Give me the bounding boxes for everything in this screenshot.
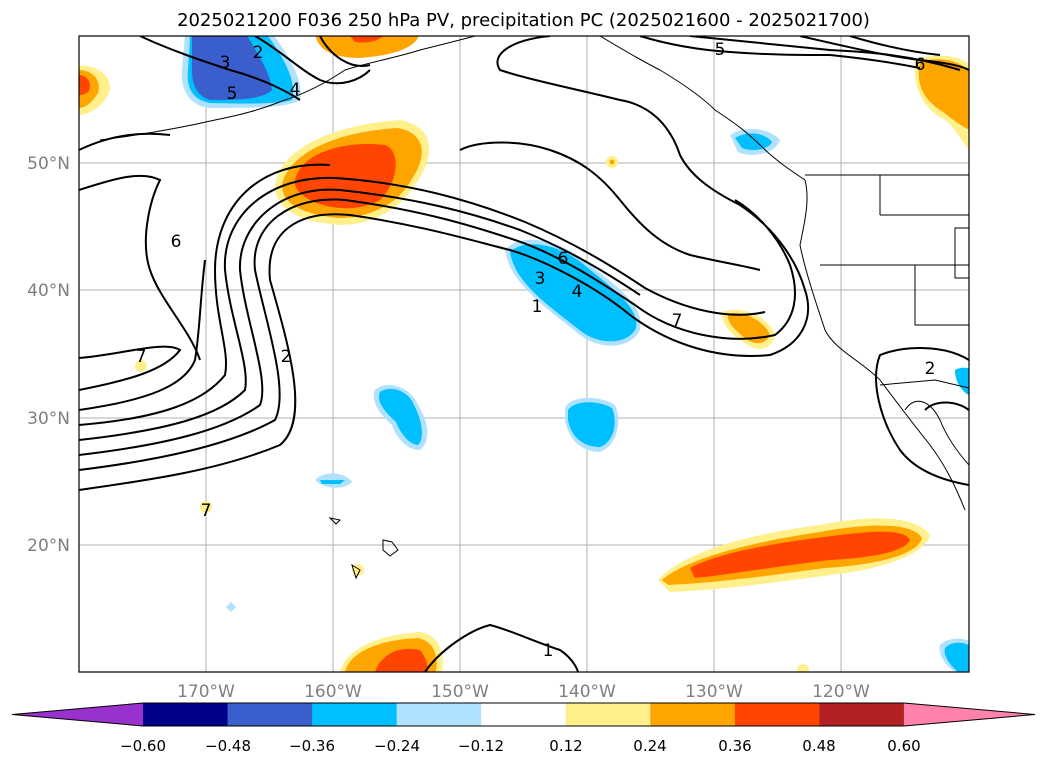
colorbar-segment bbox=[819, 703, 905, 726]
svg-text:2: 2 bbox=[281, 347, 292, 367]
colorbar-segment bbox=[734, 703, 820, 726]
svg-text:1: 1 bbox=[532, 297, 543, 317]
svg-text:2: 2 bbox=[925, 359, 936, 379]
svg-text:6: 6 bbox=[558, 249, 569, 269]
lat-tick-label: 50°N bbox=[27, 154, 70, 174]
svg-text:5: 5 bbox=[227, 84, 238, 104]
svg-text:7: 7 bbox=[136, 347, 147, 367]
contour-labels: 2 3 5 4 5 6 6 6 3 4 1 7 7 2 2 7 1 bbox=[136, 40, 936, 661]
colorbar-tick-label: 0.60 bbox=[887, 737, 920, 755]
colorbar-tick-label: 0.48 bbox=[802, 737, 835, 755]
lat-tick-label: 40°N bbox=[27, 281, 70, 301]
colorbar-segment bbox=[143, 703, 229, 726]
colorbar-tick-label: 0.24 bbox=[633, 737, 666, 755]
lon-tick-label: 130°W bbox=[685, 682, 743, 702]
colorbar-tick-label: −0.60 bbox=[120, 737, 166, 755]
colorbar-segment bbox=[312, 703, 398, 726]
svg-text:6: 6 bbox=[171, 232, 182, 252]
map-panel bbox=[79, 36, 969, 672]
map-border bbox=[78, 35, 970, 673]
colorbar-segment bbox=[565, 703, 651, 726]
pv-contours bbox=[79, 36, 969, 672]
colorbar-tick-labels: −0.60 −0.48 −0.36 −0.24 −0.12 0.12 0.24 … bbox=[120, 737, 921, 755]
map-title: 2025021200 F036 250 hPa PV, precipitatio… bbox=[177, 10, 870, 31]
lon-tick-labels: 170°W 160°W 150°W 140°W 130°W 120°W bbox=[177, 682, 870, 702]
svg-text:3: 3 bbox=[220, 53, 231, 73]
svg-text:7: 7 bbox=[201, 501, 212, 521]
svg-text:7: 7 bbox=[672, 311, 683, 331]
colorbar-tick-label: 0.36 bbox=[718, 737, 751, 755]
lat-tick-label: 20°N bbox=[27, 536, 70, 556]
svg-text:4: 4 bbox=[572, 282, 583, 302]
svg-text:5: 5 bbox=[715, 40, 726, 60]
colorbar-segment bbox=[650, 703, 736, 726]
colorbar-tick-label: −0.24 bbox=[374, 737, 420, 755]
svg-text:4: 4 bbox=[290, 80, 301, 100]
colorbar-segment bbox=[481, 703, 567, 726]
lat-tick-label: 30°N bbox=[27, 409, 70, 429]
svg-text:6: 6 bbox=[915, 55, 926, 75]
svg-text:1: 1 bbox=[543, 641, 554, 661]
precip-negative-areas bbox=[181, 36, 969, 672]
coastlines bbox=[99, 36, 969, 580]
lon-tick-label: 150°W bbox=[431, 682, 489, 702]
lon-tick-label: 160°W bbox=[304, 682, 362, 702]
colorbar-tick-label: 0.12 bbox=[549, 737, 582, 755]
colorbar-extend-low bbox=[12, 703, 143, 726]
colorbar-tick-label: −0.12 bbox=[458, 737, 504, 755]
colorbar-tick-label: −0.48 bbox=[205, 737, 251, 755]
colorbar-segment bbox=[227, 703, 313, 726]
lat-tick-labels: 20°N 30°N 40°N 50°N bbox=[27, 154, 70, 556]
lon-tick-label: 140°W bbox=[558, 682, 616, 702]
colorbar bbox=[11, 702, 1036, 727]
lon-tick-label: 120°W bbox=[812, 682, 870, 702]
colorbar-tick-label: −0.36 bbox=[289, 737, 335, 755]
precip-positive-areas bbox=[79, 36, 969, 672]
colorbar-outline bbox=[11, 702, 1036, 727]
lon-tick-label: 170°W bbox=[177, 682, 235, 702]
colorbar-extend-high bbox=[903, 703, 1035, 726]
colorbar-segment bbox=[396, 703, 482, 726]
svg-text:2: 2 bbox=[253, 43, 264, 63]
svg-text:3: 3 bbox=[535, 269, 546, 289]
